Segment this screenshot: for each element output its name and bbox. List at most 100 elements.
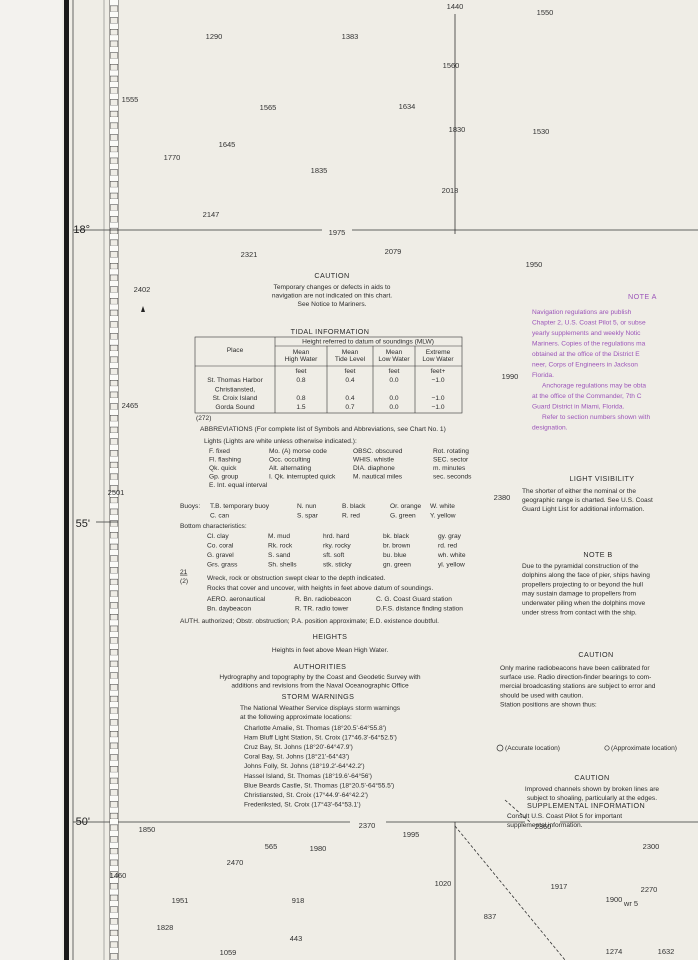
- table-value: 0.0: [389, 377, 398, 384]
- sounding: 2402: [134, 285, 151, 294]
- scale-fill: [110, 772, 118, 779]
- scale-fill: [110, 713, 118, 720]
- scale-fill: [110, 678, 118, 685]
- note-b-text: underwater piling when the dolphins move: [522, 600, 645, 607]
- unit-label: feet: [389, 368, 400, 375]
- supplemental-text: supplemental information.: [507, 822, 583, 829]
- sounding: 1980: [310, 844, 327, 853]
- note-b-text: under stress from contact with the ship.: [522, 609, 637, 616]
- sounding: 2079: [385, 247, 402, 256]
- scale-fill: [110, 432, 118, 439]
- caution-text: Only marine radiobeacons have been calib…: [500, 665, 650, 672]
- table-value: 0.0: [389, 395, 398, 402]
- sounding: 1634: [399, 102, 416, 111]
- table-value: 1.5: [296, 404, 305, 411]
- table-value: 0.8: [296, 395, 305, 402]
- scale-fill: [110, 479, 118, 486]
- column-header: Mean: [293, 349, 310, 356]
- sounding: 1950: [526, 260, 543, 269]
- note-a-title: NOTE A: [628, 292, 657, 301]
- column-header: Low Water: [422, 356, 454, 363]
- scale-fill: [110, 526, 118, 533]
- caution-text: mercial broadcasting stations are subjec…: [500, 683, 656, 690]
- scale-fill: [110, 304, 118, 311]
- scale-fill: [110, 339, 118, 346]
- abbr-text: AUTH. authorized; Obstr. obstruction; P.…: [180, 618, 439, 625]
- scale-fill: [110, 760, 118, 767]
- abbr-item: M. nautical miles: [353, 474, 403, 481]
- abbr-item: R. TR. radio tower: [295, 605, 349, 612]
- scale-fill: [110, 936, 118, 942]
- scale-fill: [110, 152, 118, 158]
- unit-label: feet: [296, 368, 307, 375]
- storm-location: Christiansted, St. Croix (17°44.9'-64°42…: [244, 791, 368, 799]
- abbr-item: G. gravel: [207, 552, 234, 559]
- scale-fill: [110, 292, 118, 299]
- abbr-item: M. mud: [268, 533, 290, 540]
- abbr-item: sec. seconds: [433, 474, 472, 481]
- table-value: 0.7: [345, 404, 354, 411]
- sounding: 1632: [658, 947, 675, 956]
- abbr-item: Cl. clay: [207, 533, 229, 540]
- scale-fill: [110, 351, 118, 357]
- place-name: St. Croix Island: [213, 395, 258, 402]
- radiobeacon-symbols: [496, 744, 610, 752]
- storm-location: Charlotte Amalie, St. Thomas (18°20.5'-6…: [244, 724, 386, 732]
- scale-fill: [110, 23, 118, 30]
- graticule: [73, 14, 698, 960]
- abbr-item: gn. green: [383, 561, 411, 568]
- scale-fill: [110, 631, 118, 638]
- scale-fill: [110, 327, 118, 334]
- latitude-label: 50': [76, 816, 90, 828]
- sounding: 2270: [641, 885, 658, 894]
- note-a-text: Navigation regulations are publish: [532, 309, 632, 316]
- storm-title: STORM WARNINGS: [282, 692, 355, 701]
- note-a-text: obtained at the office of the District E: [532, 351, 640, 358]
- sounding: 2465: [122, 401, 139, 410]
- place-name: Gorda Sound: [215, 404, 255, 411]
- light-visibility-text: geographic range is charted. See U.S. Co…: [522, 497, 653, 504]
- abbr-item: sft. soft: [323, 552, 344, 559]
- sounding: 1440: [447, 2, 464, 11]
- note-b-text: dolphins along the face of pier, ships h…: [522, 572, 650, 579]
- sounding: 2470: [227, 858, 244, 867]
- abbr-item: rky. rocky: [323, 542, 351, 549]
- scale-fill: [110, 257, 118, 264]
- note-a-text: Mariners. Copies of the regulations ma: [532, 340, 646, 347]
- sounding: 2321: [241, 250, 258, 259]
- sounding: 837: [484, 912, 497, 921]
- unit-label: feet+: [431, 368, 446, 375]
- abbr-item: WHIS. whistle: [353, 456, 394, 463]
- sounding: 1917: [551, 882, 568, 891]
- scale-fill: [110, 666, 118, 673]
- table-value: 0.4: [345, 395, 354, 402]
- sounding: 1530: [533, 127, 550, 136]
- symbol-legend: (Accurate location): [505, 745, 560, 752]
- scale-fill: [110, 702, 118, 708]
- scale-fill: [110, 690, 118, 697]
- scale-fill: [110, 444, 118, 451]
- margin: [0, 0, 62, 960]
- rock-symbol: (2): [180, 578, 188, 585]
- channel-line: [454, 825, 566, 960]
- latitude-scale: [103, 0, 119, 960]
- abbr-item: D.F.S. distance finding station: [376, 605, 463, 612]
- note-a-text: designation.: [532, 424, 568, 431]
- sounding: 1835: [311, 166, 328, 175]
- sounding: 918: [292, 896, 305, 905]
- scale-fill: [110, 889, 118, 896]
- sounding: 443: [290, 934, 303, 943]
- scale-fill: [110, 280, 118, 287]
- table-value: 0.8: [296, 377, 305, 384]
- storm-location: Coral Bay, St. Johns (18°21'-64°43'): [244, 753, 349, 761]
- sounding: 565: [265, 842, 278, 851]
- abbr-item: Bn. daybeacon: [207, 605, 251, 612]
- scale-fill: [110, 561, 118, 568]
- sounding: 1460: [110, 871, 127, 880]
- sounding: 1555: [122, 95, 139, 104]
- sounding: 2300: [643, 842, 660, 851]
- note-a-text: at the office of the Commander, 7th C: [532, 393, 642, 400]
- sounding: 1990: [502, 372, 519, 381]
- scale-fill: [110, 854, 118, 860]
- caution-text: should be used with caution.: [500, 692, 583, 699]
